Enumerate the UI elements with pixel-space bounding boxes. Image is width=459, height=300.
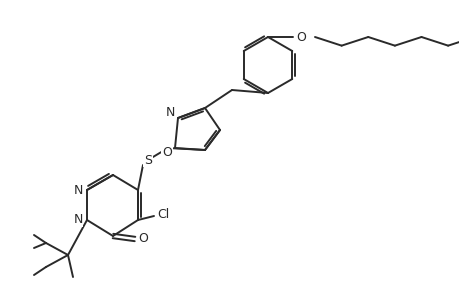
Text: N: N [73, 184, 83, 196]
Text: S: S [144, 154, 151, 166]
Text: O: O [138, 232, 148, 245]
Text: Cl: Cl [157, 208, 169, 221]
Text: O: O [162, 146, 172, 160]
Text: O: O [296, 31, 305, 44]
Text: N: N [165, 106, 174, 119]
Text: N: N [73, 214, 83, 226]
